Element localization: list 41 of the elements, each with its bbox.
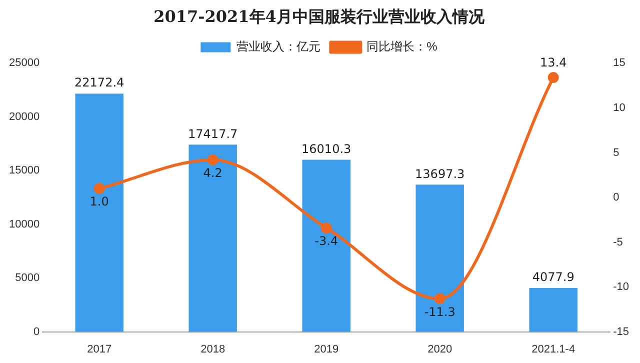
x-tick-label: 2020	[428, 343, 452, 356]
point	[434, 293, 446, 304]
y2-tick-label: -15	[613, 326, 630, 338]
x-tick-label: 2019	[314, 343, 339, 356]
y-tick-label: 25000	[8, 57, 40, 70]
data-label: 4077.9	[532, 270, 574, 284]
data-label: 22172.4	[74, 76, 124, 90]
bar	[529, 288, 578, 332]
point	[548, 72, 559, 84]
data-label: 1.0	[90, 194, 109, 209]
data-label: -11.3	[424, 304, 456, 319]
y2-tick-label: -5	[613, 236, 623, 248]
point	[94, 183, 105, 194]
x-tick-label: 2021.1-4	[532, 343, 576, 356]
y-tick-label: 15000	[8, 164, 40, 177]
y-tick-label: 5000	[15, 272, 40, 284]
y2-tick-label: 15	[613, 57, 626, 70]
data-label: 4.2	[203, 166, 222, 180]
x-tick-label: 2017	[87, 343, 112, 356]
bar	[416, 184, 464, 332]
y-tick-label: 0	[33, 326, 40, 338]
y2-tick-label: 5	[613, 146, 620, 159]
bar	[302, 160, 350, 332]
point	[320, 222, 332, 234]
point	[207, 154, 218, 166]
data-label: 13697.3	[415, 166, 465, 181]
data-label: 17417.7	[188, 126, 238, 141]
y2-tick-label: -10	[613, 281, 630, 294]
legend-label: 营业收入：亿元	[236, 40, 321, 54]
data-label: 16010.3	[302, 142, 352, 156]
chart-title: 2017-2021年4月中国服装行业营业收入情况	[154, 6, 486, 26]
bar	[188, 144, 237, 332]
data-label: 13.4	[540, 56, 567, 70]
bar	[75, 94, 124, 332]
y2-tick-label: 0	[613, 192, 620, 204]
data-label: -3.4	[314, 234, 338, 248]
legend-label: 同比增长：%	[366, 40, 438, 54]
y-tick-label: 20000	[8, 110, 40, 123]
y2-tick-label: 10	[613, 102, 626, 114]
x-tick-label: 2018	[200, 343, 226, 356]
y-tick-label: 10000	[8, 218, 40, 230]
